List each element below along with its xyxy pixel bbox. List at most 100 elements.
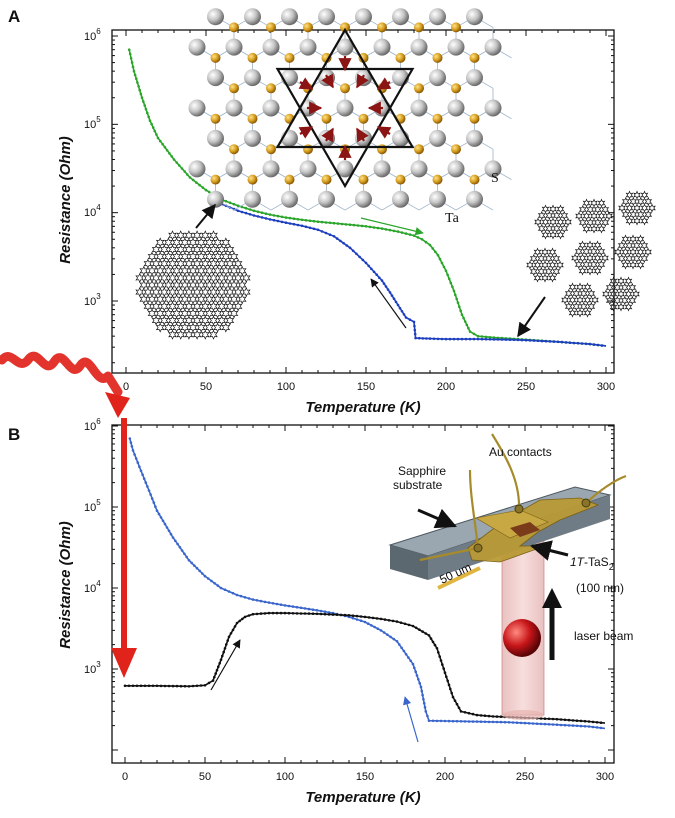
- data-point-blue: [508, 338, 512, 342]
- data-point-lightblue: [376, 627, 380, 630]
- ta-atom: [266, 22, 276, 33]
- data-point-green: [139, 92, 143, 96]
- panel-a-ytick-1e6: 106: [84, 27, 101, 43]
- panel-b-letter: B: [8, 425, 20, 444]
- data-point-lightblue: [139, 469, 143, 473]
- data-point-blue: [345, 244, 349, 247]
- sample-label: 1T-TaS2: [570, 555, 614, 572]
- panel-a-ytick-1e3: 103: [84, 292, 101, 308]
- data-point-lightblue: [407, 656, 410, 659]
- data-point-black: [587, 720, 591, 723]
- ta-atom: [321, 113, 332, 124]
- ta-atom: [395, 52, 406, 63]
- data-point-green: [444, 269, 448, 273]
- data-point-lightblue: [131, 449, 135, 452]
- s-atom: [207, 8, 224, 26]
- data-point-green: [186, 173, 189, 176]
- data-point-blue: [488, 338, 492, 341]
- ta-atom: [377, 144, 387, 155]
- data-point-lightblue: [190, 561, 193, 565]
- data-point-blue: [516, 338, 520, 342]
- data-point-lightblue: [174, 539, 177, 543]
- data-point-black: [437, 651, 440, 654]
- data-point-lightblue: [370, 624, 373, 627]
- data-point-black: [241, 617, 244, 621]
- data-point-lightblue: [146, 485, 149, 488]
- data-point-lightblue: [311, 608, 315, 611]
- data-point-black: [283, 611, 287, 615]
- data-point-blue: [388, 291, 392, 294]
- data-point-lightblue: [216, 584, 220, 587]
- displacement-arrow: [321, 127, 334, 143]
- data-point-green: [147, 115, 150, 119]
- data-point-black: [163, 684, 167, 688]
- data-point-blue: [348, 246, 352, 250]
- data-point-lightblue: [555, 723, 559, 726]
- data-point-black: [450, 691, 454, 695]
- data-point-lightblue: [467, 720, 471, 723]
- data-point-lightblue: [595, 726, 599, 729]
- data-point-green: [180, 167, 184, 170]
- data-point-blue: [428, 337, 432, 340]
- data-point-black: [563, 718, 567, 722]
- data-point-green: [140, 96, 144, 99]
- data-point-green: [459, 309, 463, 313]
- data-point-black: [217, 665, 220, 668]
- data-point-black: [459, 710, 463, 713]
- data-point-lightblue: [210, 579, 213, 583]
- panel-b-ytick-1e5: 105: [84, 498, 101, 514]
- data-point-green: [240, 205, 244, 209]
- data-point-lightblue: [142, 477, 146, 481]
- ta-atom: [247, 113, 258, 124]
- data-point-blue: [268, 218, 272, 221]
- data-point-blue: [320, 230, 324, 233]
- data-point-black: [371, 616, 375, 620]
- data-point-lightblue: [599, 726, 603, 730]
- data-point-black: [221, 654, 224, 658]
- substrate-pointer: [417, 508, 457, 529]
- data-point-black: [167, 684, 171, 688]
- data-point-green: [156, 136, 160, 140]
- data-point-black: [335, 613, 339, 616]
- data-point-black: [363, 615, 367, 619]
- panel-a-plot: [127, 48, 607, 347]
- data-point-lightblue: [359, 619, 363, 622]
- data-point-black: [442, 667, 446, 670]
- data-point-black: [414, 626, 418, 630]
- data-point-green: [447, 277, 451, 281]
- data-point-black: [215, 668, 219, 672]
- data-point-green: [460, 313, 464, 317]
- data-point-black: [319, 612, 323, 616]
- data-point-green: [344, 223, 348, 226]
- data-point-lightblue: [193, 564, 196, 567]
- data-point-green: [431, 247, 435, 250]
- s-atom: [447, 160, 465, 178]
- data-point-black: [222, 650, 225, 654]
- data-point-lightblue: [183, 552, 186, 556]
- ta-atom: [229, 83, 239, 94]
- data-point-blue: [500, 338, 504, 341]
- data-point-blue: [244, 211, 248, 215]
- data-point-black: [575, 719, 579, 722]
- ta-atom: [340, 22, 350, 33]
- data-point-green: [272, 214, 276, 217]
- data-point-lightblue: [575, 724, 579, 728]
- data-point-lightblue: [507, 721, 511, 724]
- data-point-green: [161, 142, 164, 146]
- data-point-black: [395, 620, 399, 623]
- data-point-black: [247, 614, 251, 617]
- ta-atom: [414, 83, 424, 94]
- data-point-blue: [464, 337, 468, 341]
- ta-atom: [414, 22, 424, 33]
- data-point-lightblue: [198, 569, 201, 573]
- panel-b-xtick-0: 0: [122, 771, 128, 783]
- data-point-black: [449, 687, 452, 691]
- data-point-lightblue: [395, 640, 399, 643]
- data-point-lightblue: [523, 721, 527, 725]
- panel-b-xtick-250: 250: [516, 771, 534, 783]
- data-point-blue: [300, 224, 304, 228]
- data-point-black: [151, 684, 155, 688]
- data-point-blue: [308, 226, 312, 230]
- data-point-lightblue: [180, 549, 184, 552]
